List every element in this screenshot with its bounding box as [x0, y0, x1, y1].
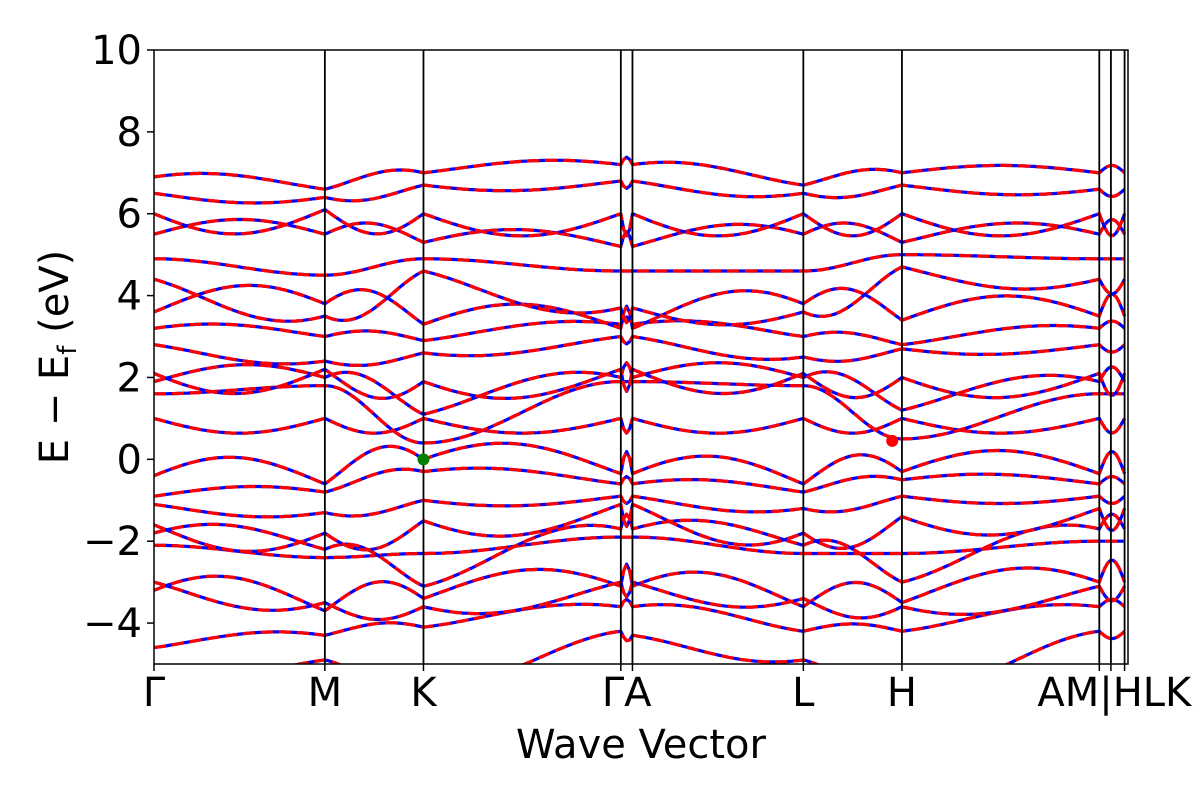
band-2-spin-down	[154, 597, 1126, 650]
x-tick-label-2: K	[410, 670, 438, 716]
band-17-spin-down	[154, 283, 1127, 330]
y-axis-ticks: −4 −2 0 2 4 6 8 10	[83, 28, 154, 647]
band-14-spin-down	[154, 367, 1127, 400]
y-tick-label-4: 4	[117, 274, 142, 320]
y-tick-label-7: 10	[91, 28, 142, 74]
plot-area	[154, 50, 1128, 664]
band-20-spin-down	[154, 217, 1126, 249]
x-tick-label-1: M	[308, 670, 343, 716]
y-axis-label: E − Ef (eV)	[32, 250, 83, 465]
y-axis-label-main: E − E	[32, 355, 78, 465]
x-tick-label-0: Γ	[143, 670, 166, 716]
x-axis-label: Wave Vector	[516, 722, 767, 768]
band-18-spin-down	[154, 265, 1127, 327]
band-23-spin-down	[154, 155, 1126, 191]
band-1-spin-down	[291, 629, 1126, 664]
band-12-spin-down	[154, 380, 1125, 445]
y-tick-label-3: 2	[117, 355, 142, 401]
extrema-markers	[417, 434, 899, 466]
bands-group	[154, 155, 1127, 664]
band-15-spin-down	[154, 334, 1126, 367]
band-8-spin-down	[154, 494, 1126, 519]
band-19-spin-down	[154, 253, 1125, 277]
vbm-marker	[417, 453, 430, 466]
band-5-spin-down	[154, 535, 1125, 560]
plot-frame	[153, 49, 1129, 665]
y-axis-label-tail: (eV)	[32, 250, 78, 346]
y-tick-label-5: 6	[117, 192, 142, 238]
x-tick-label-3: ΓA	[602, 670, 652, 716]
x-tick-label-6: AM|HLK	[1037, 670, 1193, 716]
band-21-spin-down	[154, 208, 1127, 238]
cbm-marker	[886, 434, 899, 447]
y-tick-label-6: 8	[117, 110, 142, 156]
high-symmetry-dividers	[323, 50, 1126, 664]
band-10-spin-down	[154, 441, 1127, 486]
y-tick-label-1: −2	[83, 519, 142, 565]
band-6-spin-down	[154, 512, 1126, 588]
y-axis-label-subscript: f	[53, 345, 83, 355]
y-tick-label-0: −4	[83, 601, 142, 647]
band-22-spin-down	[154, 179, 1126, 205]
band-16-spin-down	[154, 315, 1126, 347]
band-4-spin-down	[154, 580, 1127, 622]
x-axis-ticks: Γ M K ΓA L H AM|HLK	[143, 664, 1193, 716]
x-tick-label-4: L	[792, 670, 815, 716]
band-7-spin-down	[154, 502, 1127, 553]
x-tick-label-5: H	[887, 670, 917, 716]
band-13-spin-down	[154, 361, 1127, 416]
band-9-spin-down	[154, 466, 1126, 498]
y-tick-label-2: 0	[117, 437, 142, 483]
